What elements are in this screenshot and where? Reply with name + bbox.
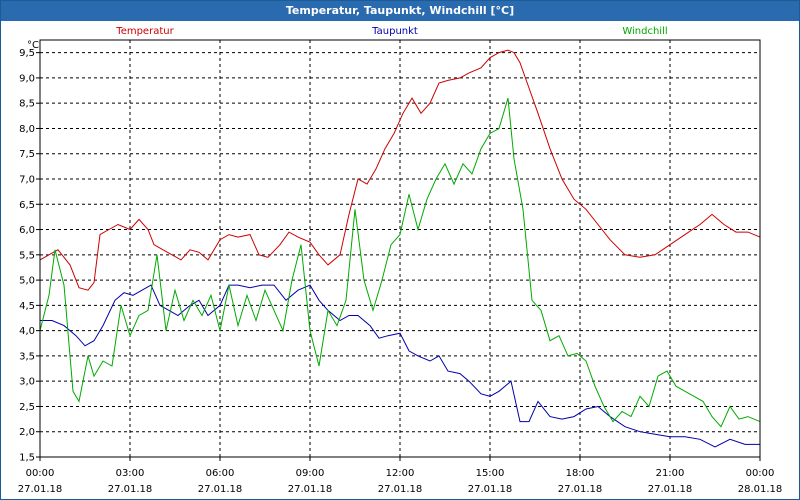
series-line-taupunkt — [40, 284, 760, 448]
series-line-temperatur — [39, 49, 761, 291]
x-tick-time: 03:00 — [116, 468, 145, 479]
x-tick-date: 27.01.18 — [558, 484, 603, 495]
series-line-windchill — [39, 97, 761, 428]
y-tick-label: 3,0 — [19, 377, 35, 388]
x-tick-date: 28.01.18 — [738, 484, 783, 495]
x-tick-date: 27.01.18 — [288, 484, 333, 495]
plot-area-border — [39, 39, 761, 458]
y-tick-label: 8,0 — [19, 124, 35, 135]
y-tick-label: 1,5 — [19, 453, 35, 464]
x-tick-time: 09:00 — [296, 468, 325, 479]
x-tick-time: 00:00 — [746, 468, 775, 479]
legend-entry-temperatur: Temperatur — [115, 26, 174, 37]
y-tick-label: 5,5 — [19, 250, 35, 261]
x-tick-time: 18:00 — [566, 468, 595, 479]
x-tick-time: 00:00 — [26, 468, 55, 479]
x-tick-labels: 00:00 27.01.18 03:00 27.01.18 06:00 27.01.18 0… — [18, 468, 783, 495]
x-tick-time: 12:00 — [386, 468, 415, 479]
window-title: Temperatur, Taupunkt, Windchill [°C] — [1, 1, 799, 21]
y-tick-label: 5,0 — [19, 276, 35, 287]
y-tick-label: 6,5 — [19, 200, 35, 211]
y-tick-label: 9,5 — [19, 48, 35, 59]
y-tick-label: 6,0 — [19, 225, 35, 236]
legend-entry-taupunkt: Taupunkt — [371, 26, 418, 37]
x-tick-date: 27.01.18 — [18, 484, 63, 495]
y-tick-label: 2,5 — [19, 402, 35, 413]
x-tick-date: 27.01.18 — [378, 484, 423, 495]
x-tick-date: 27.01.18 — [468, 484, 513, 495]
y-tick-label: 3,5 — [19, 351, 35, 362]
y-tick-label: 9,0 — [19, 73, 35, 84]
series-lines — [39, 49, 761, 448]
x-tick-date: 27.01.18 — [108, 484, 153, 495]
x-tick-time: 15:00 — [476, 468, 505, 479]
y-axis-label: °C — [27, 40, 39, 51]
y-tick-label: 7,5 — [19, 149, 35, 160]
y-tick-labels: 1,5 2,0 2,5 3,0 3,5 4,0 4,5 5,0 5,5 6,0 6,5 7,0 7,5 8… — [19, 48, 35, 463]
y-tick-label: 4,5 — [19, 301, 35, 312]
x-tick-time: 06:00 — [206, 468, 235, 479]
x-tick-date: 27.01.18 — [198, 484, 243, 495]
x-tick-time: 21:00 — [656, 468, 685, 479]
y-tick-label: 7,0 — [19, 175, 35, 186]
y-tick-label: 8,5 — [19, 99, 35, 110]
x-tick-date: 27.01.18 — [648, 484, 693, 495]
legend-entry-windchill: Windchill — [622, 26, 667, 37]
y-tick-label: 2,0 — [19, 427, 35, 438]
legend: Temperatur Taupunkt Windchill — [115, 26, 667, 37]
y-tick-label: 4,0 — [19, 326, 35, 337]
